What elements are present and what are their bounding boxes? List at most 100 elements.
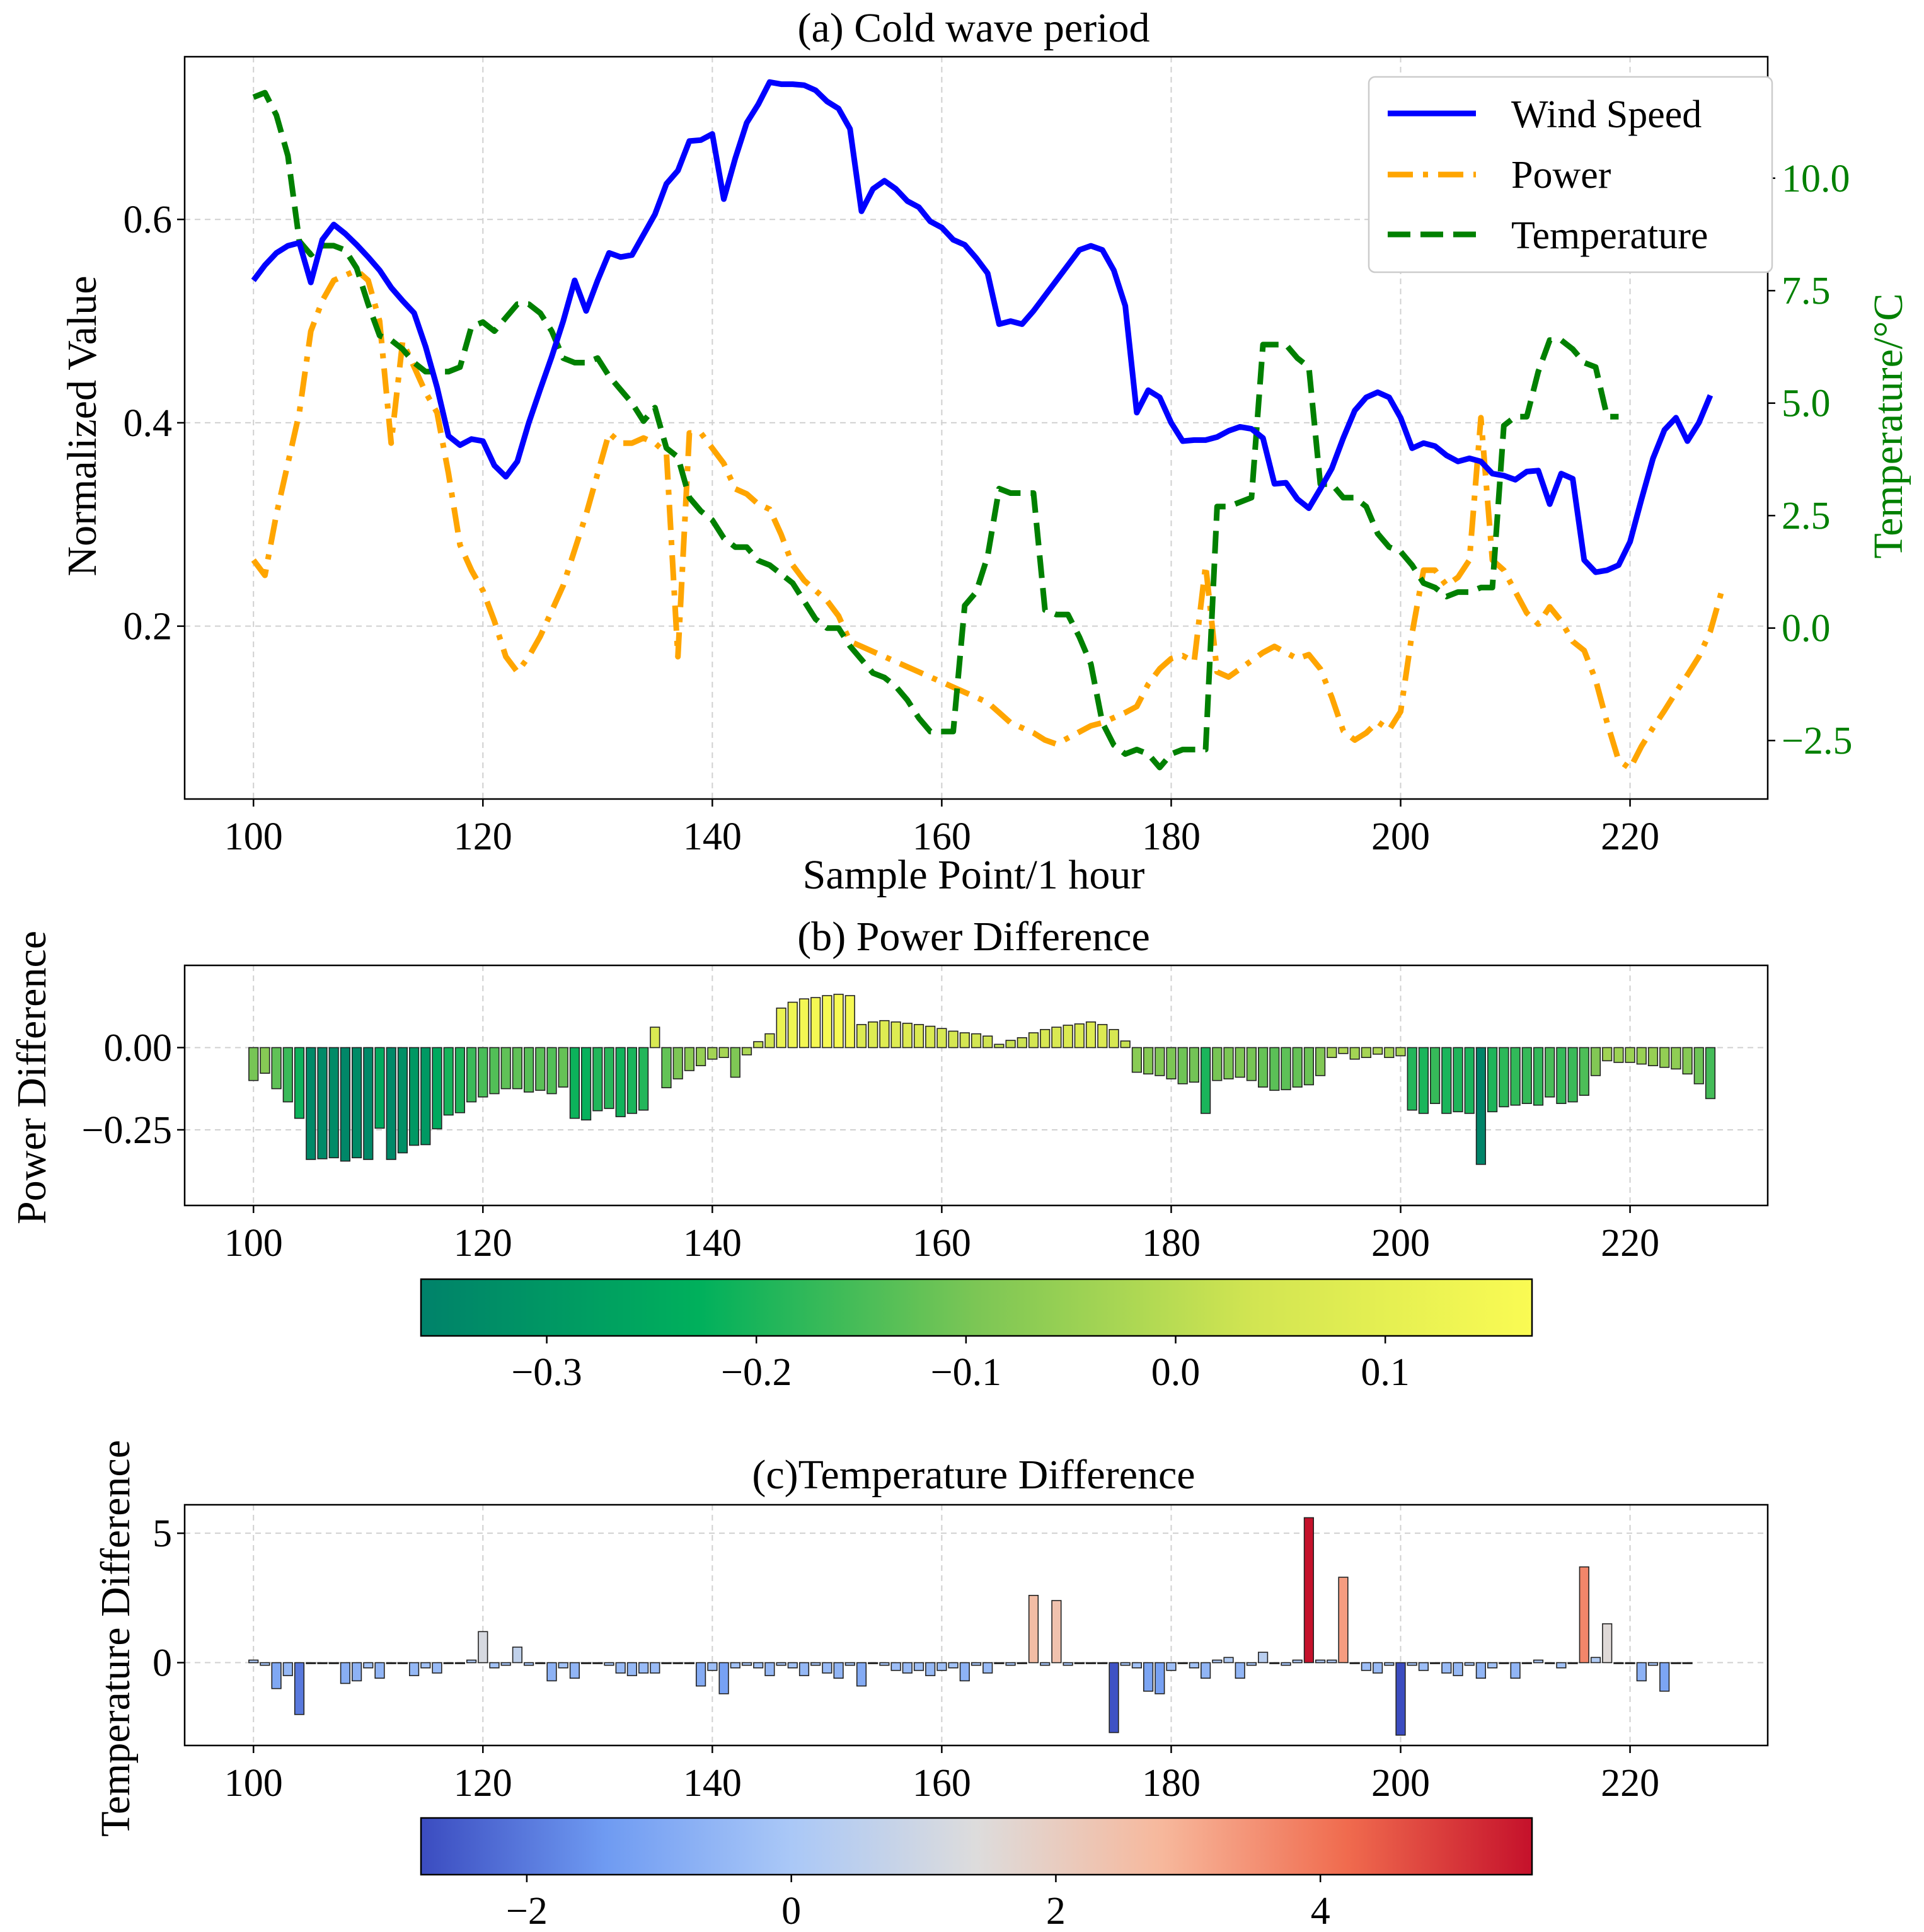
legend: Wind Speed Power Temperature bbox=[1368, 76, 1773, 273]
panel-a-xtick-label: 100 bbox=[224, 815, 283, 858]
temperature-difference-bar bbox=[1258, 1652, 1269, 1664]
panel-b-xtick-label: 100 bbox=[224, 1222, 283, 1265]
temperature-difference-bar bbox=[523, 1662, 534, 1666]
temperature-difference-bar bbox=[1647, 1662, 1659, 1666]
temperature-difference-bar bbox=[1613, 1662, 1624, 1664]
temperature-difference-bar bbox=[294, 1662, 305, 1715]
panel-a-ylabel: Normalized Value bbox=[59, 275, 105, 576]
temperature-difference-bar bbox=[890, 1662, 901, 1671]
power-difference-bar bbox=[1040, 1029, 1051, 1049]
power-colorbar-gradient bbox=[420, 1278, 1533, 1337]
temperature-difference-bar bbox=[1384, 1662, 1395, 1666]
panel-c-title: (c)Temperature Difference bbox=[752, 1452, 1195, 1498]
temperature-difference-bar bbox=[1418, 1662, 1429, 1671]
temperature-difference-bar bbox=[1430, 1662, 1441, 1664]
power-colorbar-ticks: −0.3 −0.2 −0.1 0.0 0.1 bbox=[511, 1336, 1410, 1394]
power-difference-bar bbox=[1051, 1026, 1062, 1049]
temperature-difference-bar bbox=[1625, 1662, 1635, 1664]
temperature-difference-bar bbox=[546, 1662, 557, 1682]
power-difference-bar bbox=[512, 1047, 522, 1090]
temperature-difference-bar bbox=[1074, 1662, 1085, 1664]
temperature-difference-bar bbox=[936, 1662, 947, 1671]
power-difference-bar bbox=[1177, 1047, 1188, 1084]
temperature-difference-bar bbox=[1579, 1566, 1589, 1664]
temperature-difference-bar bbox=[432, 1662, 442, 1674]
power-difference-bar bbox=[1384, 1047, 1395, 1058]
temperature-difference-bar bbox=[810, 1662, 821, 1666]
panel-c-xtick-label: 140 bbox=[683, 1762, 742, 1805]
temperature-difference-bar bbox=[1636, 1662, 1647, 1682]
temperature-difference-bar bbox=[1373, 1662, 1383, 1674]
series-temperature-line bbox=[252, 89, 1619, 771]
panel-b-title: (b) Power Difference bbox=[797, 914, 1150, 960]
power-difference-bar bbox=[1464, 1047, 1475, 1114]
panel-a-y2label: Temperature/°C bbox=[1865, 293, 1911, 558]
power-difference-bar bbox=[741, 1047, 752, 1055]
temperature-difference-bar bbox=[1395, 1662, 1406, 1736]
temperature-colorbar-tick-label: 2 bbox=[1046, 1890, 1066, 1932]
temperature-difference-bar bbox=[672, 1662, 683, 1664]
temperature-difference-bar bbox=[638, 1662, 649, 1674]
power-difference-bar bbox=[661, 1047, 672, 1089]
temperature-difference-bar bbox=[718, 1662, 729, 1694]
power-difference-bar bbox=[1063, 1025, 1073, 1049]
power-difference-bar bbox=[902, 1023, 913, 1049]
panel-a-grid bbox=[185, 57, 1768, 799]
power-difference-bar bbox=[1269, 1047, 1280, 1091]
temperature-difference-bar bbox=[535, 1662, 546, 1664]
power-difference-bar bbox=[1281, 1047, 1291, 1091]
panel-a-y2tick-label: 0.0 bbox=[1782, 607, 1831, 650]
power-difference-bar bbox=[569, 1047, 580, 1119]
temperature-difference-bar bbox=[650, 1662, 660, 1674]
power-difference-bar bbox=[707, 1047, 718, 1060]
temperature-difference-bar bbox=[271, 1662, 282, 1689]
temperature-difference-bar bbox=[1063, 1662, 1073, 1666]
power-difference-bar bbox=[1545, 1047, 1555, 1098]
power-difference-bar bbox=[844, 995, 855, 1049]
power-difference-bar bbox=[1418, 1047, 1429, 1114]
power-difference-bar bbox=[1407, 1047, 1417, 1111]
temperature-difference-bar bbox=[1269, 1662, 1280, 1664]
panel-a-series bbox=[251, 79, 1725, 772]
temperature-difference-bar bbox=[1315, 1659, 1326, 1664]
power-difference-bar bbox=[1475, 1047, 1487, 1165]
temperature-difference-bar bbox=[822, 1662, 832, 1674]
temperature-difference-bar bbox=[306, 1662, 316, 1664]
temperature-difference-bar bbox=[1487, 1662, 1498, 1669]
legend-label-power: Power bbox=[1511, 154, 1611, 197]
power-difference-bar bbox=[822, 995, 832, 1049]
temperature-difference-bar bbox=[1051, 1600, 1062, 1664]
temperature-difference-bar bbox=[1109, 1662, 1119, 1734]
power-difference-bar bbox=[408, 1047, 420, 1146]
power-colorbar-tick-label: −0.1 bbox=[931, 1351, 1001, 1394]
power-difference-bar bbox=[1303, 1047, 1315, 1086]
temperature-difference-bar bbox=[1602, 1623, 1613, 1664]
power-difference-bar bbox=[753, 1041, 764, 1049]
temperature-difference-bar bbox=[317, 1662, 328, 1664]
temperature-difference-bar bbox=[707, 1662, 718, 1671]
temperature-difference-bar bbox=[1682, 1662, 1693, 1664]
panel-b-bars bbox=[248, 994, 1716, 1165]
power-difference-bar bbox=[936, 1028, 947, 1049]
power-colorbar-tick-label: −0.2 bbox=[721, 1351, 792, 1394]
power-difference-bar bbox=[1131, 1047, 1142, 1073]
power-difference-bar bbox=[340, 1047, 350, 1162]
temperature-difference-bar bbox=[1166, 1662, 1177, 1671]
temperature-colorbar: −2 0 2 4 bbox=[420, 1817, 1533, 1932]
power-difference-bar bbox=[718, 1047, 729, 1058]
power-difference-bar bbox=[787, 1001, 798, 1049]
panel-b-ytick-label: 0.00 bbox=[104, 1026, 173, 1069]
power-difference-bar bbox=[1097, 1024, 1108, 1049]
temperature-difference-bar bbox=[1349, 1662, 1360, 1664]
power-difference-bar bbox=[1510, 1047, 1521, 1106]
temperature-difference-bar bbox=[592, 1662, 603, 1664]
power-difference-bar bbox=[798, 998, 810, 1049]
power-colorbar-tick-label: 0.1 bbox=[1361, 1351, 1410, 1394]
power-difference-bar bbox=[959, 1032, 970, 1049]
power-difference-bar bbox=[1143, 1047, 1154, 1075]
panel-c-ytick-label: 0 bbox=[153, 1642, 172, 1685]
power-difference-bar bbox=[1258, 1047, 1269, 1088]
temperature-difference-bar bbox=[386, 1662, 396, 1664]
panel-a-y2tick-label: 2.5 bbox=[1782, 495, 1831, 538]
temperature-difference-bar bbox=[1155, 1662, 1165, 1694]
